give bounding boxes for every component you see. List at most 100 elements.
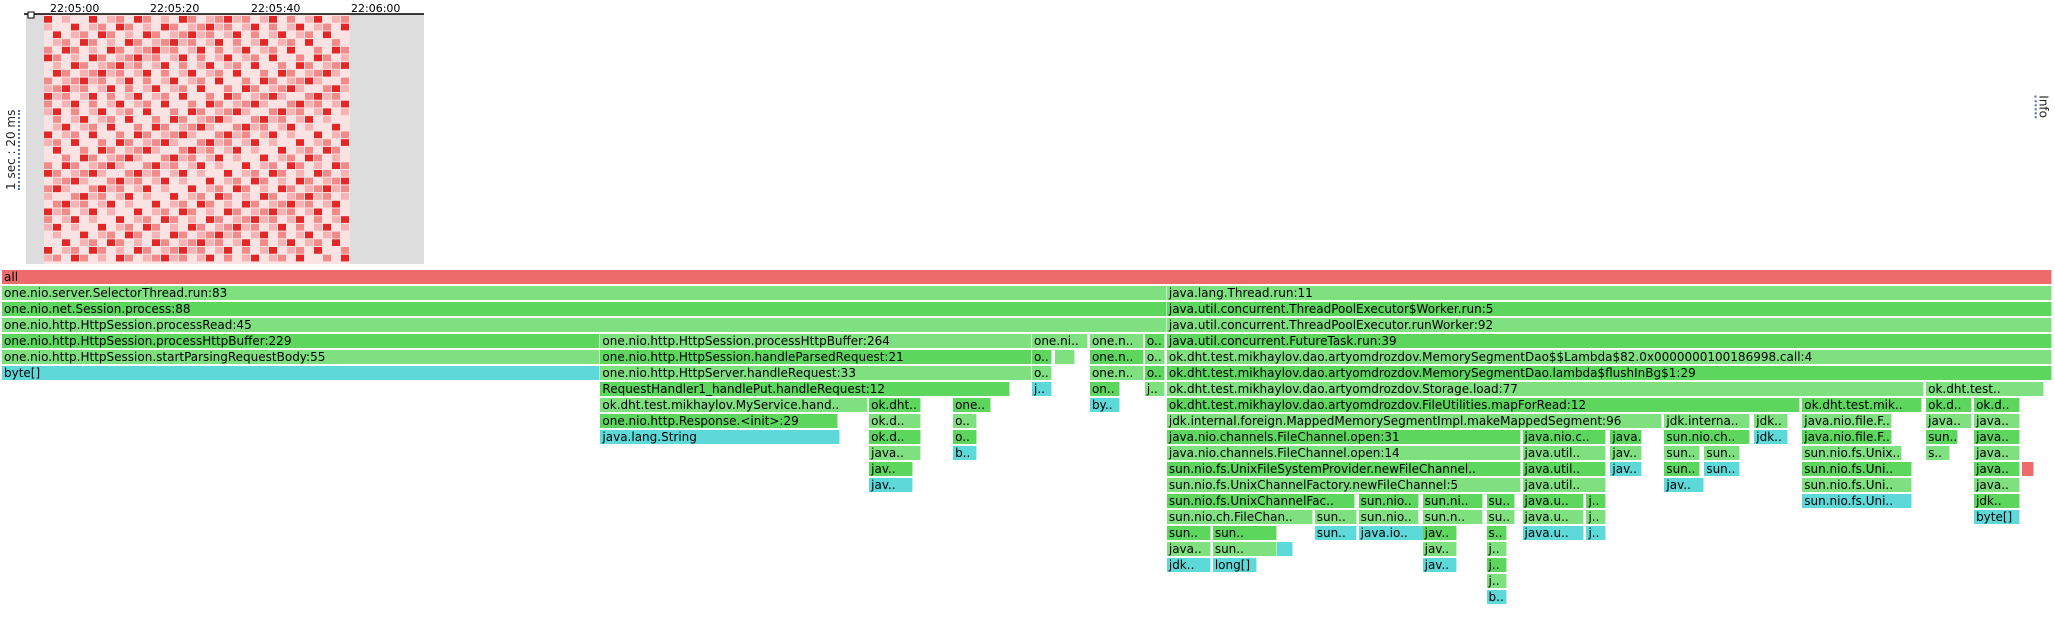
heat-cell[interactable]: [215, 31, 223, 39]
heat-cell[interactable]: [116, 254, 124, 262]
heat-cell[interactable]: [170, 239, 178, 246]
heat-cell[interactable]: [161, 200, 169, 208]
heat-cell[interactable]: [107, 16, 115, 23]
flame-frame[interactable]: jav..: [1422, 542, 1457, 556]
flame-frame[interactable]: java..: [1926, 414, 1973, 428]
heat-cell[interactable]: [71, 16, 79, 23]
flame-frame[interactable]: ok.dht.test.mikhaylov.dao.artyomdrozdov.…: [1166, 398, 1801, 412]
heat-cell[interactable]: [269, 123, 277, 131]
heat-cell[interactable]: [341, 170, 349, 177]
heat-cell[interactable]: [278, 54, 286, 62]
heat-cell[interactable]: [71, 170, 79, 177]
heat-cell[interactable]: [80, 223, 88, 231]
heat-cell[interactable]: [98, 247, 106, 254]
heat-cell[interactable]: [44, 185, 52, 193]
flame-frame[interactable]: sun.nio.fs.UnixChannelFac..: [1166, 494, 1355, 508]
heat-cell[interactable]: [170, 54, 178, 62]
heat-cell[interactable]: [197, 239, 205, 246]
heat-cell[interactable]: [53, 16, 61, 23]
heat-cell[interactable]: [287, 69, 295, 77]
heat-cell[interactable]: [125, 77, 133, 85]
heat-cell[interactable]: [71, 177, 79, 185]
heat-cell[interactable]: [341, 23, 349, 31]
heat-cell[interactable]: [278, 100, 286, 108]
flame-frame[interactable]: j..: [1486, 574, 1507, 588]
flame-frame[interactable]: o..: [1031, 366, 1052, 380]
heat-cell[interactable]: [251, 185, 259, 193]
heat-cell[interactable]: [251, 54, 259, 62]
heat-cell[interactable]: [269, 170, 277, 177]
heat-cell[interactable]: [188, 100, 196, 108]
heat-cell[interactable]: [134, 69, 142, 77]
heat-cell[interactable]: [287, 223, 295, 231]
heat-cell[interactable]: [269, 116, 277, 123]
heat-cell[interactable]: [134, 93, 142, 100]
flame-frame[interactable]: one.n..: [1089, 366, 1144, 380]
heat-cell[interactable]: [215, 100, 223, 108]
heat-cell[interactable]: [332, 177, 340, 185]
heat-cell[interactable]: [170, 254, 178, 262]
heat-cell[interactable]: [206, 146, 214, 154]
heat-cell[interactable]: [116, 93, 124, 100]
heat-cell[interactable]: [71, 200, 79, 208]
heat-cell[interactable]: [305, 247, 313, 254]
heat-cell[interactable]: [215, 85, 223, 92]
heat-cell[interactable]: [80, 208, 88, 216]
heat-cell[interactable]: [341, 254, 349, 262]
heat-cell[interactable]: [188, 231, 196, 239]
heat-cell[interactable]: [116, 108, 124, 116]
heat-cell[interactable]: [278, 146, 286, 154]
heat-cell[interactable]: [224, 146, 232, 154]
heat-cell[interactable]: [80, 77, 88, 85]
heat-cell[interactable]: [287, 200, 295, 208]
heat-cell[interactable]: [296, 16, 304, 23]
heat-cell[interactable]: [71, 77, 79, 85]
heat-cell[interactable]: [197, 69, 205, 77]
heat-cell[interactable]: [107, 154, 115, 162]
heat-cell[interactable]: [80, 193, 88, 200]
flame-frame[interactable]: sun..: [1664, 446, 1701, 460]
heat-cell[interactable]: [161, 231, 169, 239]
heat-cell[interactable]: [314, 123, 322, 131]
heat-cell[interactable]: [71, 46, 79, 54]
heat-cell[interactable]: [251, 162, 259, 169]
heat-cell[interactable]: [314, 108, 322, 116]
heat-cell[interactable]: [44, 177, 52, 185]
flame-frame[interactable]: j..: [1031, 382, 1052, 396]
heat-cell[interactable]: [161, 162, 169, 169]
flame-frame[interactable]: one.nio.http.Response.<init>:29: [600, 414, 839, 428]
heat-cell[interactable]: [251, 208, 259, 216]
flame-frame[interactable]: ok.dht.test..: [1926, 382, 2044, 396]
heat-cell[interactable]: [260, 200, 268, 208]
heat-cell[interactable]: [170, 100, 178, 108]
heat-cell[interactable]: [242, 16, 250, 23]
heat-cell[interactable]: [143, 239, 151, 246]
heat-cell[interactable]: [89, 46, 97, 54]
heat-cell[interactable]: [332, 139, 340, 146]
heat-cell[interactable]: [206, 247, 214, 254]
heat-cell[interactable]: [179, 39, 187, 46]
heat-cell[interactable]: [62, 247, 70, 254]
heat-cell[interactable]: [80, 100, 88, 108]
flame-frame[interactable]: one.nio.http.HttpServer.handleRequest:33: [600, 366, 1032, 380]
heat-cell[interactable]: [98, 31, 106, 39]
heat-cell[interactable]: [224, 185, 232, 193]
heat-cell[interactable]: [152, 123, 160, 131]
heat-cell[interactable]: [296, 116, 304, 123]
heat-cell[interactable]: [152, 16, 160, 23]
heat-cell[interactable]: [287, 39, 295, 46]
flame-frame[interactable]: sun.nio.fs.UnixFileSystemProvider.newFil…: [1166, 462, 1521, 476]
heat-cell[interactable]: [287, 62, 295, 69]
heat-cell[interactable]: [305, 146, 313, 154]
heat-cell[interactable]: [269, 54, 277, 62]
heat-cell[interactable]: [323, 93, 331, 100]
heat-cell[interactable]: [71, 100, 79, 108]
heat-cell[interactable]: [143, 77, 151, 85]
heat-cell[interactable]: [323, 223, 331, 231]
heat-cell[interactable]: [71, 208, 79, 216]
heat-cell[interactable]: [260, 123, 268, 131]
heat-cell[interactable]: [125, 239, 133, 246]
heat-cell[interactable]: [107, 23, 115, 31]
heat-cell[interactable]: [314, 216, 322, 223]
heat-cell[interactable]: [251, 85, 259, 92]
